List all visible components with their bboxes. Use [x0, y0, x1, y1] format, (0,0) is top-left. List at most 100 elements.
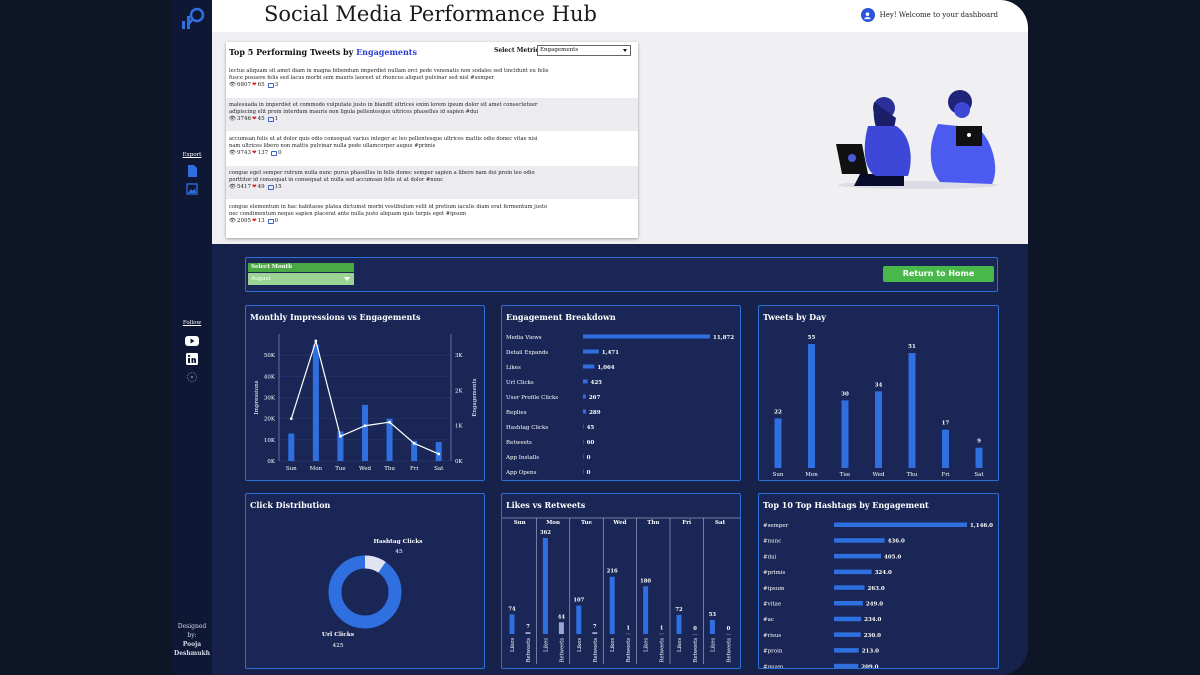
metric-select-label: Select Metric:: [494, 47, 542, 54]
x-tick-label: Mon: [310, 466, 323, 472]
image-icon[interactable]: [186, 183, 198, 195]
x-tick-label: Wed: [873, 472, 885, 478]
hashtag-bar: [834, 601, 863, 606]
tweet-row: lectus aliquam sit amet diam in magna bi…: [226, 64, 638, 97]
hashtag-bar: [834, 522, 967, 527]
data-label: 30: [841, 391, 849, 397]
impressions-bar: [386, 418, 393, 461]
engagements-point: [314, 339, 318, 343]
likes-value: 65: [257, 82, 265, 89]
designed-by-line: Designed: [177, 623, 207, 630]
app-title: Social Media Performance Hub: [264, 2, 597, 26]
x-tick-label: Sat: [434, 466, 444, 472]
retweet-icon: [267, 218, 274, 224]
pdf-icon[interactable]: [186, 165, 198, 177]
people-with-laptops-illustration: [836, 90, 998, 189]
data-label: 7: [593, 624, 597, 630]
series-label: Likes: [510, 638, 516, 652]
data-label: 0: [587, 470, 591, 476]
return-home-button[interactable]: Return to Home: [883, 266, 994, 282]
monthly-chart: 0K 10K 20K 30K 40K 50K 0K 1K 2K 3K Impressions Enga…: [254, 334, 478, 472]
month-select-label: Select Month: [248, 263, 354, 272]
day-bar: [942, 429, 949, 468]
hashtag-bar: [834, 538, 885, 543]
retweet-icon: [267, 82, 274, 88]
data-label: 263.0: [868, 586, 885, 592]
data-label: 209.0: [861, 664, 878, 668]
likes-value: 137: [257, 150, 269, 157]
click-distribution-title: Click Distribution: [250, 500, 331, 510]
month-select[interactable]: August: [248, 273, 354, 285]
metric-select[interactable]: Engagements: [537, 45, 631, 56]
slice-value: 425: [332, 643, 343, 649]
retweets-value: 15: [274, 184, 282, 191]
hashtag-bar: [834, 648, 859, 653]
day-bar: [841, 400, 849, 468]
category-label: #quam: [763, 664, 784, 668]
user-avatar-icon[interactable]: [860, 8, 875, 22]
day-bar: [774, 418, 782, 468]
chevron-down-icon: [344, 277, 350, 281]
series-label: Likes: [710, 638, 716, 652]
y-tick-label: 50K: [264, 353, 276, 359]
data-label: 436.0: [888, 539, 905, 545]
heart-icon: ❤: [251, 150, 257, 157]
category-label: Media Views: [506, 335, 542, 341]
sidebar: Export Follow Designed by: Pooja Deshmuk: [172, 0, 212, 675]
follow-label: Follow: [182, 320, 202, 326]
views-value: 5417: [236, 184, 251, 191]
retweet-icon: [267, 116, 274, 122]
data-label: 216: [607, 569, 618, 575]
views-value: 2095: [236, 218, 251, 225]
hashtags-chart: #semper 1,146.0 #nunc 436.0 #dui 405.0 #primis…: [763, 522, 993, 670]
tweet-row: malesuada in imperdiet et commodo vulput…: [226, 98, 638, 131]
category-label: Hashtag Clicks: [506, 425, 548, 431]
eye-icon: 👁: [229, 82, 236, 89]
series-label: Retweets: [626, 638, 632, 663]
likes-retweets-chart: Sun 74 Likes 7 Retweets Mon 362 Likes 44 Retweets…: [502, 517, 740, 664]
y2-tick-label: 0K: [455, 459, 463, 465]
data-label: 51: [908, 344, 916, 350]
linkedin-icon[interactable]: [186, 353, 198, 365]
engagements-point: [388, 420, 391, 424]
data-label: 362: [540, 530, 551, 536]
novypro-icon[interactable]: [186, 371, 198, 383]
breakdown-card: Engagement Breakdown Media Views 11,872 De…: [501, 305, 741, 481]
y2-tick-label: 2K: [455, 388, 463, 394]
tweets-by-day-chart: 22 Sun 55 Mon 30 Tue 34 Wed 51 Thu 17 Fri 9 Sat: [773, 335, 985, 478]
breakdown-bar: [583, 349, 599, 354]
data-label: 34: [875, 382, 883, 388]
click-distribution-chart: Hashtag Clicks 45 Url Clicks 425: [322, 539, 423, 649]
chevron-down-icon: [623, 49, 627, 52]
tweet-stats: 👁 6807 ❤ 65 3: [229, 82, 635, 89]
x-tick-label: Fri: [410, 466, 418, 472]
impressions-bar: [288, 433, 295, 461]
engagements-point: [339, 434, 342, 438]
x-tick-label: Sat: [974, 472, 984, 478]
breakdown-bar: [583, 424, 584, 429]
x-tick-label: Tue: [840, 472, 850, 478]
likes-bar: [609, 576, 615, 634]
x-tick-label: Sat: [715, 520, 726, 526]
engagements-point: [437, 452, 441, 456]
data-label: 1: [626, 626, 630, 632]
data-label: 267: [589, 395, 601, 401]
youtube-icon[interactable]: [185, 335, 199, 347]
data-label: 405.0: [884, 554, 901, 560]
data-label: 44: [558, 614, 566, 620]
breakdown-bar: [583, 334, 710, 339]
retweets-bar: [525, 632, 531, 634]
eye-icon: 👁: [229, 218, 236, 225]
series-label: Likes: [677, 638, 683, 652]
tweets-by-day-title: Tweets by Day: [763, 312, 826, 322]
hashtag-bar: [834, 616, 862, 622]
category-label: #ipsum: [763, 586, 785, 592]
retweets-value: 3: [274, 82, 279, 89]
monthly-card: Monthly Impressions vs Engagements 0K 10K…: [245, 305, 485, 481]
tweet-stats: 👁 5417 ❤ 49 15: [229, 184, 635, 191]
top-tweets-panel: Top 5 Performing Tweets by Engagements S…: [226, 42, 638, 238]
retweet-icon: [271, 150, 278, 156]
designed-by: Designed by: Pooja Deshmukh: [172, 622, 212, 658]
impressions-bar: [337, 431, 344, 461]
breakdown-bar: [583, 394, 586, 399]
